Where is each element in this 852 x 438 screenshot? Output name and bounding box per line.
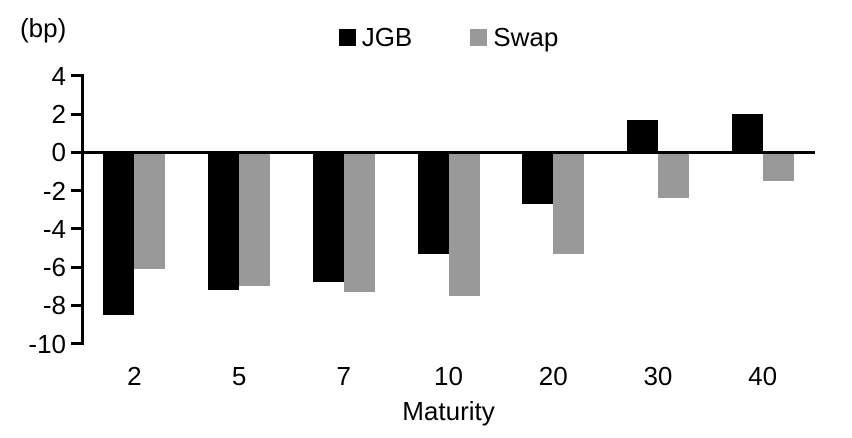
bar-jgb-30 bbox=[626, 119, 658, 153]
bar-swap-40 bbox=[762, 152, 794, 182]
x-tick-label: 40 bbox=[748, 361, 778, 391]
y-tick-label: -8 bbox=[42, 290, 66, 321]
swap-legend-swatch bbox=[470, 28, 488, 46]
bar-swap-7 bbox=[343, 152, 375, 292]
bar-swap-30 bbox=[657, 152, 689, 199]
bar-swap-5 bbox=[239, 152, 271, 287]
y-tick-label: -10 bbox=[28, 328, 66, 359]
y-tick-mark bbox=[71, 227, 84, 231]
y-tick-mark bbox=[71, 189, 84, 193]
y-tick-label: -2 bbox=[42, 175, 66, 206]
y-axis-line bbox=[81, 75, 84, 345]
bar-swap-20 bbox=[553, 152, 585, 254]
x-tick-label: 5 bbox=[231, 361, 247, 391]
y-tick-mark bbox=[71, 265, 84, 269]
swap-legend-label: Swap bbox=[493, 22, 559, 52]
y-tick-mark bbox=[71, 112, 84, 116]
y-tick-label: 2 bbox=[51, 99, 66, 130]
y-tick-label: 0 bbox=[51, 137, 66, 168]
bar-jgb-5 bbox=[208, 152, 240, 290]
bar-jgb-20 bbox=[522, 152, 554, 204]
chart-legend: JGB Swap bbox=[82, 22, 815, 52]
y-tick-mark bbox=[71, 74, 84, 78]
bar-jgb-7 bbox=[312, 152, 344, 283]
y-tick-label: -4 bbox=[42, 213, 66, 244]
x-tick-label: 2 bbox=[127, 361, 142, 391]
y-tick-label: -6 bbox=[42, 252, 66, 283]
x-tick-label: 30 bbox=[643, 361, 673, 391]
bar-jgb-10 bbox=[417, 152, 449, 254]
jgb-legend-swatch bbox=[338, 28, 356, 46]
y-tick-label: 4 bbox=[51, 60, 66, 91]
x-axis-title: Maturity bbox=[402, 396, 495, 426]
y-tick-mark bbox=[71, 303, 84, 307]
bar-swap-2 bbox=[134, 152, 166, 269]
bar-jgb-40 bbox=[731, 114, 763, 153]
legend-item-swap: Swap bbox=[470, 22, 558, 52]
y-tick-mark bbox=[71, 342, 84, 345]
x-tick-label: 10 bbox=[434, 361, 463, 391]
zero-baseline bbox=[71, 151, 815, 154]
jgb-legend-label: JGB bbox=[361, 22, 413, 52]
y-axis-unit-label: (bp) bbox=[20, 13, 67, 43]
bar-jgb-2 bbox=[103, 152, 135, 315]
legend-item-jgb: JGB bbox=[338, 22, 413, 52]
x-tick-label: 7 bbox=[336, 361, 352, 391]
bar-swap-10 bbox=[448, 152, 480, 296]
x-tick-label: 20 bbox=[538, 361, 568, 391]
